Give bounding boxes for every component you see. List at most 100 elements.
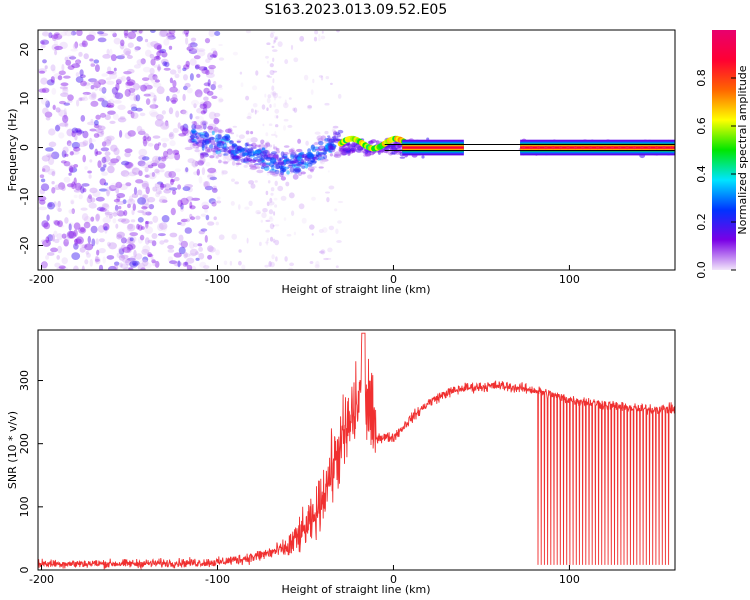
- spectral-blob: [195, 141, 199, 145]
- spectral-blob: [69, 151, 74, 156]
- spectral-blob: [269, 144, 273, 148]
- spectral-blob: [181, 128, 191, 136]
- spectral-blob: [108, 265, 117, 270]
- spectral-blob: [79, 247, 86, 253]
- spectral-blob: [87, 235, 92, 244]
- spectral-blob: [91, 238, 96, 247]
- spectral-blob: [287, 124, 293, 128]
- spectral-blob: [239, 71, 243, 75]
- spectral-blob: [45, 147, 54, 152]
- spectral-blob: [314, 131, 321, 135]
- spectral-blob: [290, 147, 295, 153]
- spectral-blob: [173, 252, 182, 258]
- spectral-blob: [94, 255, 99, 263]
- spectral-blob: [231, 178, 235, 182]
- spectral-blob: [166, 34, 173, 41]
- spectral-blob: [246, 158, 253, 162]
- spectral-blob: [150, 111, 159, 118]
- spectral-blob: [70, 30, 77, 36]
- spectral-blob: [323, 257, 329, 261]
- spectral-blob: [102, 223, 110, 231]
- spectral-blob: [126, 223, 136, 232]
- spectral-blob: [229, 140, 234, 145]
- spectral-blob: [239, 147, 245, 153]
- carrier-sideband-blob: [351, 150, 356, 153]
- spectral-blob: [153, 64, 158, 68]
- spectral-blob: [71, 252, 81, 260]
- spectral-blob: [119, 130, 123, 138]
- carrier-sideband-blob: [346, 142, 350, 146]
- spectral-blob: [159, 169, 165, 173]
- spectral-blob: [292, 107, 296, 112]
- spectral-blob: [197, 243, 203, 247]
- spectral-blob: [83, 82, 91, 86]
- spectral-blob: [110, 158, 119, 164]
- spectral-blob: [287, 267, 294, 270]
- spectral-blob: [184, 253, 191, 258]
- spectral-blob: [252, 150, 258, 154]
- spectral-blob: [210, 139, 216, 146]
- spectral-blob: [189, 73, 194, 81]
- spectral-blob: [89, 58, 94, 62]
- spectrogram-frame: [37, 29, 676, 271]
- spectral-blob: [103, 182, 109, 186]
- spectral-blob: [51, 87, 57, 95]
- spectral-blob: [110, 158, 115, 164]
- spectral-blob: [127, 223, 134, 230]
- spectral-blob: [246, 138, 253, 143]
- spectral-blob: [208, 136, 215, 140]
- spectral-blob: [204, 235, 208, 243]
- spectral-blob: [193, 103, 197, 109]
- spectral-blob: [197, 160, 204, 166]
- spectral-blob: [194, 89, 203, 98]
- spectral-blob: [160, 156, 167, 162]
- spectral-blob: [213, 81, 217, 86]
- spectral-blob: [53, 230, 58, 238]
- spectral-blob: [141, 206, 148, 210]
- spectral-blob: [290, 44, 294, 51]
- spectral-blob: [202, 204, 209, 210]
- spectral-blob: [269, 215, 273, 220]
- spectral-blob: [193, 55, 201, 60]
- spectral-blob: [131, 30, 138, 33]
- spectral-blob: [323, 151, 327, 155]
- spectral-blob: [142, 66, 151, 73]
- spectral-blob: [200, 110, 206, 115]
- spectral-blob: [97, 31, 104, 35]
- spectral-blob: [73, 189, 81, 193]
- spectral-blob: [94, 119, 99, 126]
- spectral-blob: [63, 112, 68, 120]
- spectral-blob: [50, 64, 56, 72]
- spectral-blob: [112, 113, 119, 120]
- spectral-blob: [270, 172, 276, 176]
- spectral-blob: [241, 264, 246, 270]
- spectral-blob: [95, 128, 104, 133]
- spectral-blob: [232, 125, 237, 128]
- spectral-blob: [54, 186, 63, 190]
- spectral-blob: [88, 194, 92, 200]
- spectral-blob: [154, 182, 161, 188]
- spectral-blob: [173, 261, 183, 267]
- spectral-blob: [262, 149, 270, 156]
- spectral-blob: [159, 184, 167, 188]
- spectral-blob: [253, 163, 261, 166]
- spectral-blob: [274, 180, 278, 186]
- spectral-blob: [156, 44, 162, 51]
- spectral-blob: [99, 32, 109, 37]
- spectral-blob: [227, 157, 231, 162]
- spectral-blob: [259, 162, 267, 167]
- spectral-blob: [274, 148, 280, 155]
- spectral-blob: [142, 256, 149, 263]
- spectral-blob: [97, 30, 106, 37]
- spectral-blob: [163, 67, 171, 71]
- spectral-blob: [197, 93, 202, 98]
- spectral-blob: [288, 148, 294, 153]
- spectral-blob: [189, 135, 198, 139]
- spectral-blob: [215, 221, 219, 226]
- spectral-blob: [145, 221, 149, 229]
- spectral-blob: [222, 142, 227, 149]
- spectral-blob: [260, 166, 265, 170]
- spectral-blob: [150, 160, 160, 166]
- spectral-blob: [41, 31, 50, 37]
